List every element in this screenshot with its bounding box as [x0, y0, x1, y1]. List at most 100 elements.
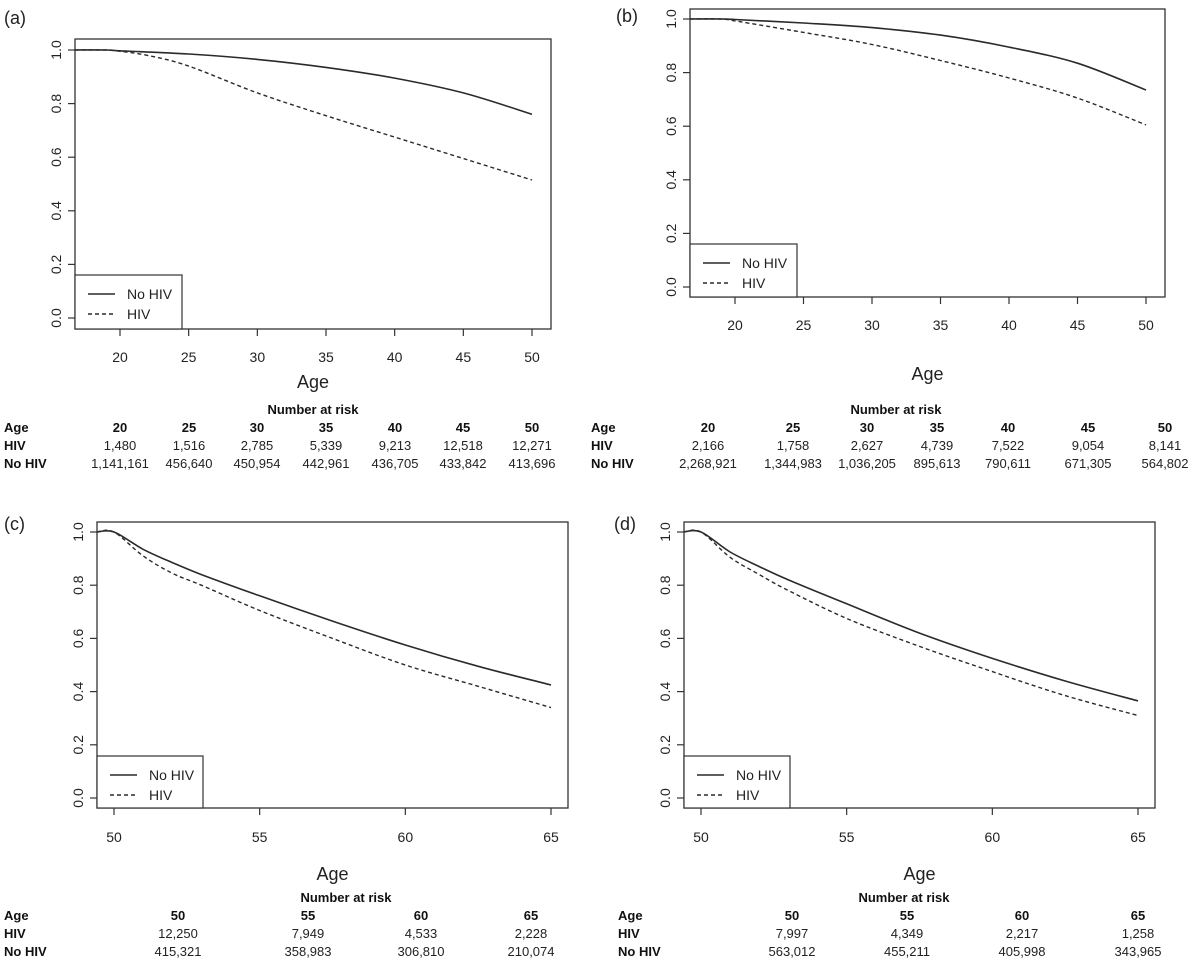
risk-age-cell: 20	[701, 420, 715, 435]
legend: No HIV HIV	[74, 274, 183, 330]
x-tick-label: 55	[839, 829, 855, 845]
x-axis-title: Age	[316, 864, 348, 884]
x-axis-title: Age	[297, 372, 329, 392]
legend-label: No HIV	[127, 286, 173, 302]
y-tick-label: 0.0	[663, 277, 679, 297]
x-tick-label: 20	[727, 317, 743, 333]
legend: No HIV HIV	[689, 243, 798, 298]
risk-hiv-cell: 2,627	[851, 438, 884, 453]
risk-age-cell: 65	[1131, 908, 1145, 923]
risk-nohiv-cell: 790,611	[985, 456, 1031, 471]
risk-hiv-cell: 7,522	[992, 438, 1025, 453]
risk-table-title: Number at risk	[850, 402, 942, 417]
x-tick-label: 40	[1001, 317, 1017, 333]
risk-nohiv-cell: 1,344,983	[764, 456, 822, 471]
risk-hiv-cell: 12,518	[443, 438, 483, 453]
x-tick-label: 50	[524, 349, 540, 365]
legend: No HIV HIV	[96, 755, 204, 809]
risk-age-cell: 20	[113, 420, 127, 435]
risk-age-cell: 50	[171, 908, 185, 923]
y-tick-label: 0.0	[70, 788, 86, 808]
x-tick-label: 45	[456, 349, 472, 365]
risk-table-title: Number at risk	[267, 402, 359, 417]
y-tick-label: 0.2	[48, 254, 64, 274]
risk-nohiv-cell: 358,983	[285, 944, 332, 959]
risk-table-title: Number at risk	[300, 890, 392, 905]
risk-age-cell: 35	[319, 420, 333, 435]
risk-age-cell: 25	[786, 420, 800, 435]
risk-hiv-cell: 5,339	[310, 438, 343, 453]
y-tick-label: 0.6	[48, 147, 64, 167]
risk-hiv-cell: 7,997	[776, 926, 809, 941]
risk-nohiv-cell: 455,211	[884, 944, 930, 959]
legend-box	[689, 243, 798, 298]
risk-nohiv-cell: 415,321	[155, 944, 202, 959]
y-tick-label: 0.6	[663, 116, 679, 136]
risk-row-header: No HIV	[4, 944, 47, 959]
y-tick-label: 0.8	[663, 63, 679, 83]
y-tick-label: 1.0	[70, 522, 86, 542]
panel-c: (c) 0.0 0.2 0.4 0.6 0.8 1.0 50 55 60 65 Age No HIV HI…	[4, 514, 569, 959]
risk-nohiv-cell: 456,640	[166, 456, 213, 471]
legend-label: No HIV	[742, 255, 788, 271]
risk-table-title: Number at risk	[858, 890, 950, 905]
y-tick-label: 0.2	[663, 223, 679, 243]
risk-table: Number at risk Age HIV No HIV 20 2,166 2,268,9…	[591, 402, 1189, 471]
risk-table: Number at risk Age HIV No HIV 50 12,250 415,32…	[4, 890, 555, 959]
risk-nohiv-cell: 343,965	[1115, 944, 1162, 959]
legend-label: HIV	[736, 787, 760, 803]
risk-hiv-cell: 2,217	[1006, 926, 1039, 941]
x-tick-label: 60	[398, 829, 414, 845]
risk-hiv-cell: 1,758	[777, 438, 810, 453]
x-tick-label: 50	[1138, 317, 1154, 333]
panel-label: (a)	[4, 8, 26, 28]
risk-nohiv-cell: 671,305	[1065, 456, 1112, 471]
risk-age-cell: 25	[182, 420, 196, 435]
risk-age-cell: 50	[1158, 420, 1172, 435]
legend-label: No HIV	[149, 767, 195, 783]
legend-label: HIV	[127, 306, 151, 322]
risk-nohiv-cell: 1,141,161	[91, 456, 149, 471]
risk-age-cell: 40	[1001, 420, 1015, 435]
risk-nohiv-cell: 413,696	[509, 456, 556, 471]
risk-table: Number at risk Age HIV No HIV 20 1,480 1,141,1…	[4, 402, 556, 471]
risk-nohiv-cell: 1,036,205	[838, 456, 896, 471]
risk-row-header: HIV	[4, 926, 26, 941]
risk-age-cell: 50	[525, 420, 539, 435]
risk-nohiv-cell: 450,954	[234, 456, 281, 471]
plot-frame	[683, 521, 1156, 809]
risk-hiv-cell: 12,250	[158, 926, 198, 941]
risk-row-header: HIV	[618, 926, 640, 941]
risk-row-header: Age	[591, 420, 616, 435]
series-line-hiv	[74, 49, 533, 181]
risk-nohiv-cell: 564,802	[1142, 456, 1189, 471]
series-line-no-hiv	[683, 529, 1139, 702]
risk-hiv-cell: 2,166	[692, 438, 725, 453]
risk-row-header: No HIV	[591, 456, 634, 471]
x-tick-label: 45	[1070, 317, 1086, 333]
x-tick-label: 20	[112, 349, 128, 365]
y-tick-label: 0.0	[657, 788, 673, 808]
risk-age-cell: 35	[930, 420, 944, 435]
risk-age-cell: 40	[388, 420, 402, 435]
risk-hiv-cell: 1,258	[1122, 926, 1155, 941]
risk-age-cell: 65	[524, 908, 538, 923]
panel-d: (d) 0.0 0.2 0.4 0.6 0.8 1.0 50 55 60 65 Age No HIV HI…	[614, 514, 1162, 959]
x-tick-label: 65	[1130, 829, 1146, 845]
plot-frame	[689, 8, 1166, 298]
x-tick-label: 25	[181, 349, 197, 365]
y-tick-label: 0.8	[70, 575, 86, 595]
y-tick-label: 1.0	[657, 522, 673, 542]
x-tick-label: 30	[250, 349, 266, 365]
legend-box	[683, 755, 791, 809]
x-axis-title: Age	[911, 364, 943, 384]
series-line-no-hiv	[74, 49, 533, 116]
risk-age-cell: 60	[1015, 908, 1029, 923]
risk-hiv-cell: 12,271	[512, 438, 552, 453]
risk-table: Number at risk Age HIV No HIV 50 7,997 563,012…	[618, 890, 1162, 959]
y-tick-label: 0.4	[48, 201, 64, 221]
legend-label: HIV	[742, 275, 766, 291]
risk-nohiv-cell: 895,613	[914, 456, 961, 471]
risk-nohiv-cell: 210,074	[508, 944, 555, 959]
risk-nohiv-cell: 405,998	[999, 944, 1046, 959]
